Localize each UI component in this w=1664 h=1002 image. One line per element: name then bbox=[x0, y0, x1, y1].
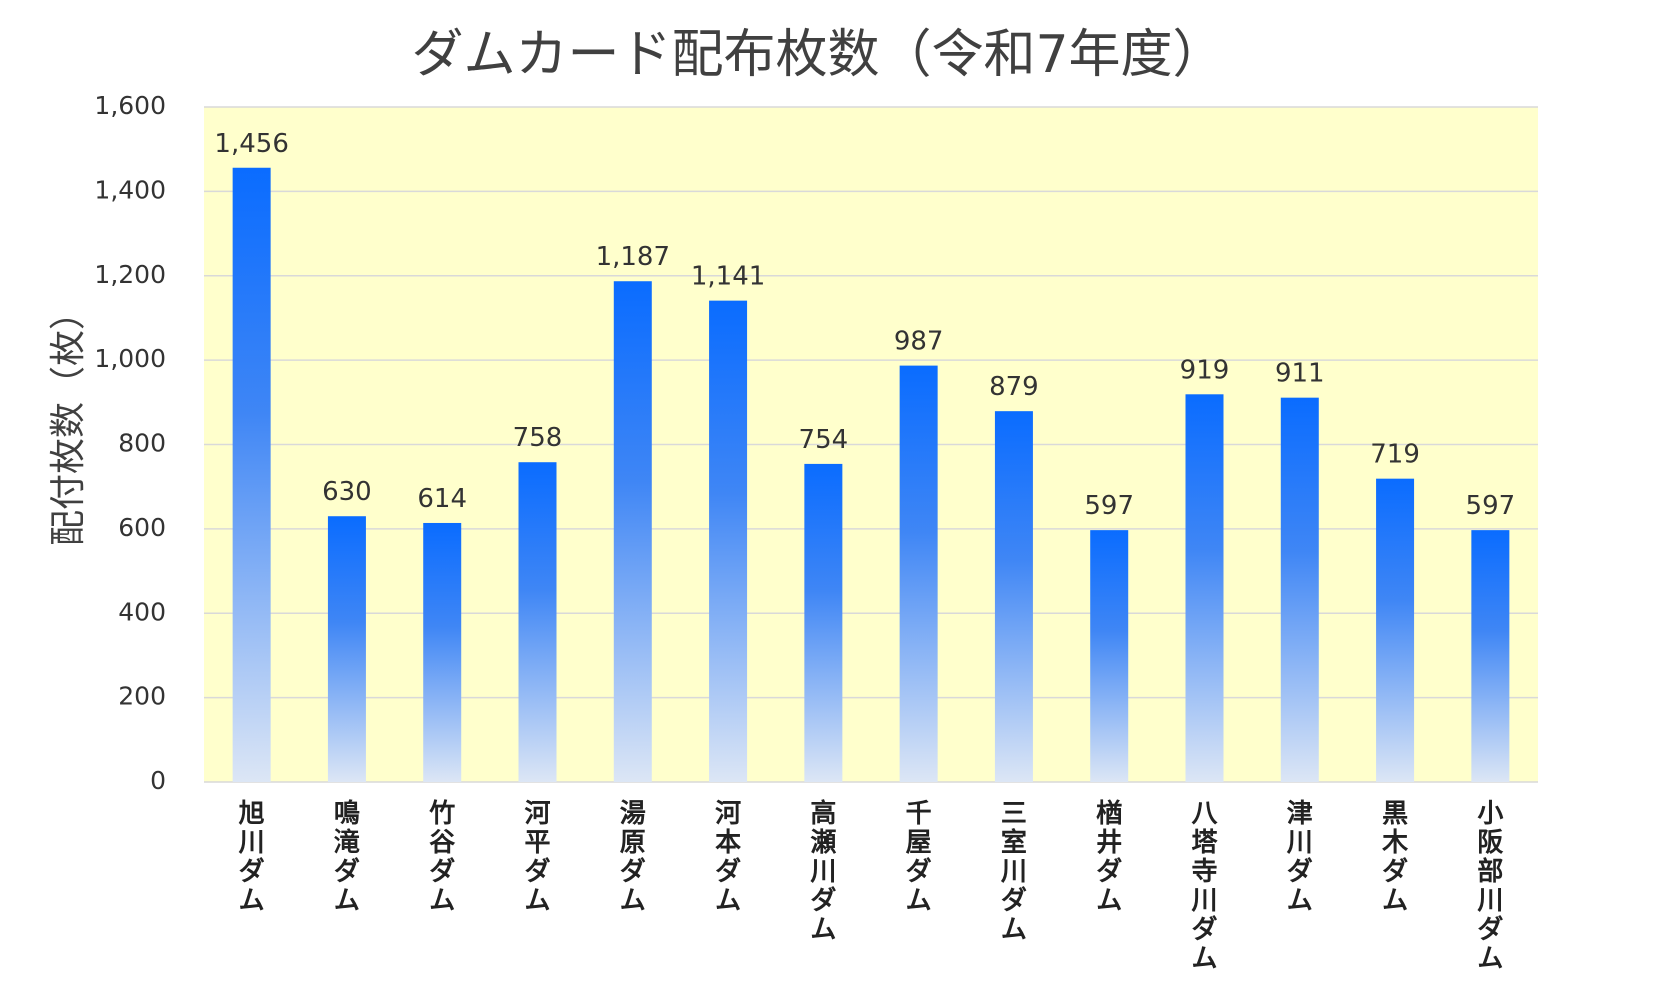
bar bbox=[1090, 530, 1129, 782]
chart-title: ダムカード配布枚数（令和7年度） bbox=[411, 25, 1224, 85]
data-label: 758 bbox=[513, 423, 563, 453]
data-label: 919 bbox=[1180, 355, 1230, 385]
bar bbox=[327, 516, 366, 782]
bar bbox=[709, 300, 748, 782]
data-label: 630 bbox=[322, 477, 372, 507]
x-category-label: 湯原ダム bbox=[620, 799, 646, 916]
bar bbox=[1280, 397, 1319, 782]
bar bbox=[232, 167, 271, 782]
data-label: 1,456 bbox=[214, 129, 288, 159]
y-axis-label: 配付枚数（枚） bbox=[48, 294, 89, 546]
x-category-label: 黒木ダム bbox=[1381, 799, 1408, 916]
y-tick-label: 600 bbox=[118, 513, 166, 542]
data-label: 719 bbox=[1370, 440, 1420, 470]
y-tick-label: 1,400 bbox=[94, 175, 166, 204]
y-tick-label: 200 bbox=[118, 682, 166, 711]
data-label: 754 bbox=[799, 425, 849, 455]
bar bbox=[613, 281, 652, 782]
bar bbox=[1471, 530, 1510, 782]
x-category-label: 楢井ダム bbox=[1096, 799, 1122, 916]
x-category-label: 津川ダム bbox=[1287, 799, 1313, 916]
x-category-label: 小阪部川ダム bbox=[1477, 799, 1503, 974]
y-tick-label: 1,000 bbox=[94, 344, 166, 373]
bar bbox=[899, 365, 938, 782]
data-label: 614 bbox=[417, 484, 467, 514]
x-category-label: 千屋ダム bbox=[906, 799, 932, 916]
data-label: 1,187 bbox=[596, 242, 670, 272]
bar bbox=[423, 522, 462, 782]
x-category-label: 竹谷ダム bbox=[428, 799, 456, 916]
x-category-label: 三室川ダム bbox=[1001, 799, 1027, 945]
bar bbox=[994, 411, 1033, 782]
bar bbox=[518, 462, 557, 782]
data-label: 987 bbox=[894, 327, 944, 357]
y-tick-label: 800 bbox=[118, 429, 166, 458]
x-category-label: 河本ダム bbox=[715, 799, 741, 916]
y-tick-label: 1,600 bbox=[94, 91, 166, 120]
x-category-label: 高瀬川ダム bbox=[810, 798, 836, 945]
x-category-label: 旭川ダム bbox=[239, 799, 265, 916]
data-label: 1,141 bbox=[691, 262, 765, 292]
x-category-label: 河平ダム bbox=[524, 799, 550, 916]
y-tick-label: 0 bbox=[150, 766, 166, 795]
data-label: 597 bbox=[1084, 491, 1134, 521]
data-label: 597 bbox=[1466, 491, 1516, 521]
y-tick-label: 400 bbox=[118, 597, 166, 626]
bar bbox=[1185, 394, 1224, 782]
x-category-label: 鳴滝ダム bbox=[334, 799, 360, 916]
y-tick-label: 1,200 bbox=[94, 260, 166, 289]
bar bbox=[804, 463, 843, 782]
bar bbox=[1376, 478, 1415, 782]
data-label: 879 bbox=[989, 372, 1039, 402]
data-label: 911 bbox=[1275, 359, 1325, 389]
x-category-label: 八塔寺川ダム bbox=[1191, 799, 1218, 974]
